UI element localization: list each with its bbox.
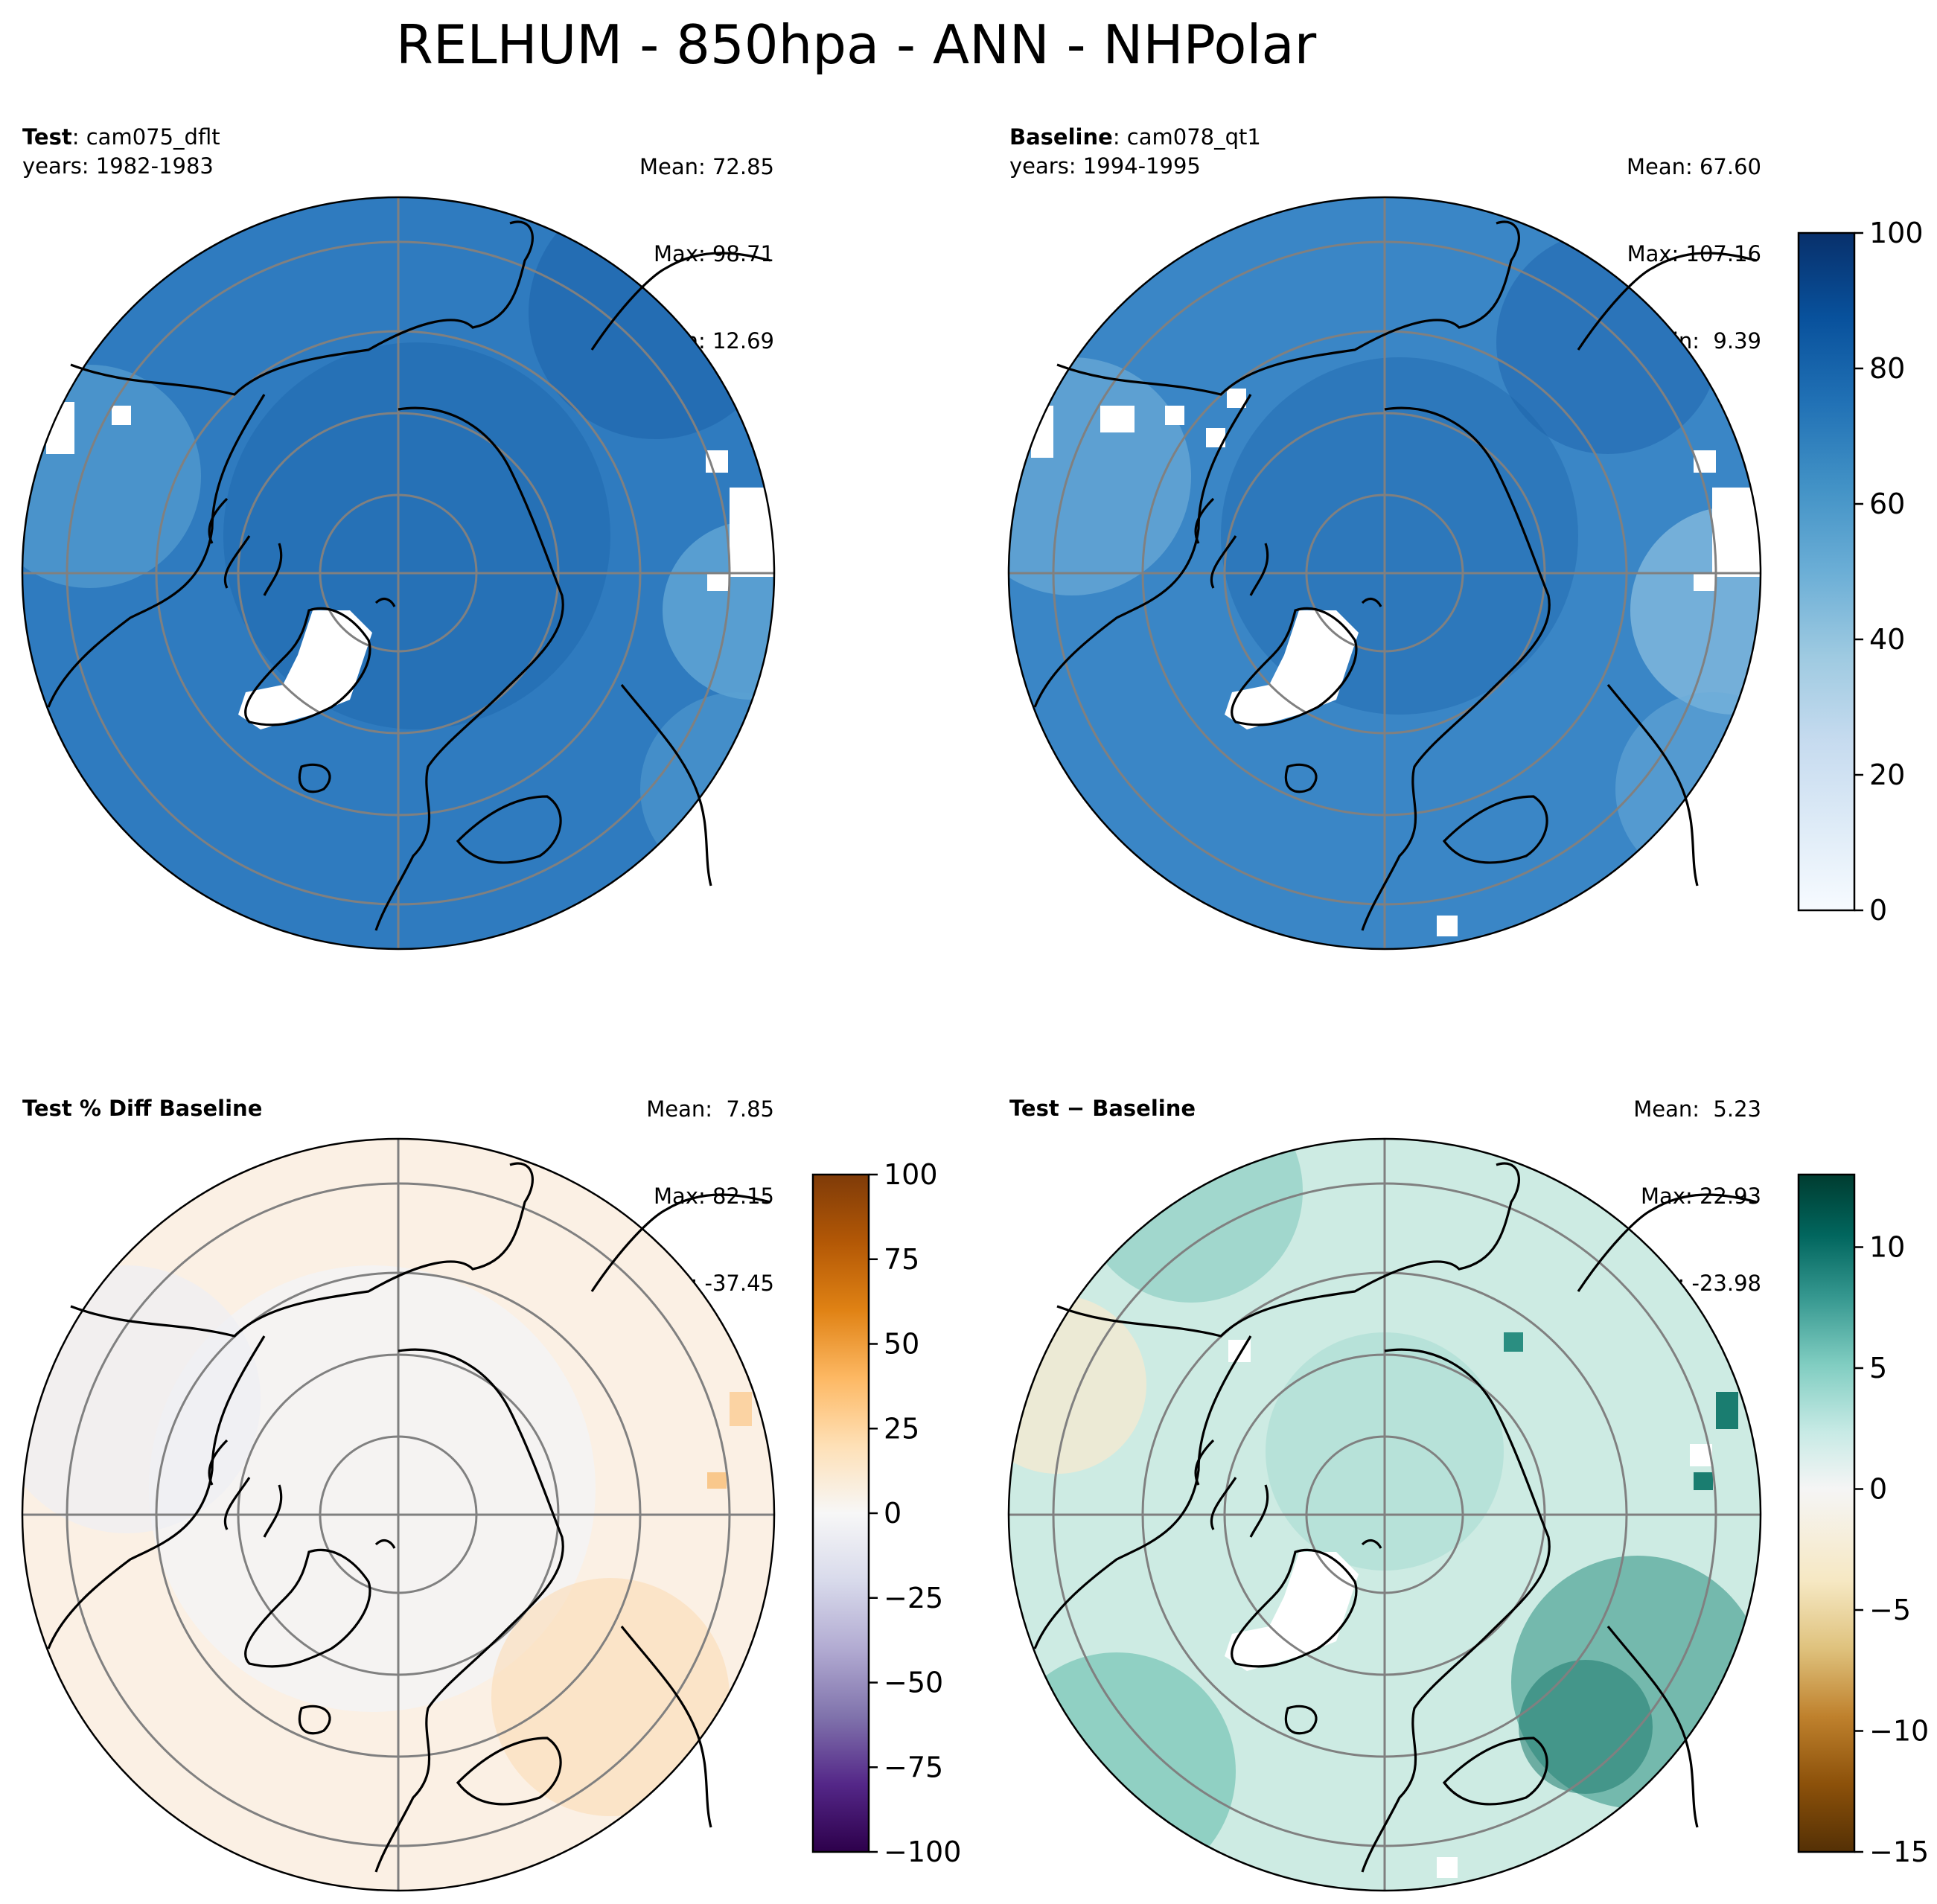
- figure-title: RELHUM - 850hpa - ANN - NHPolar: [395, 13, 1317, 76]
- diff-map: [1007, 1137, 1762, 1892]
- diff-graticule: [1009, 1139, 1761, 1891]
- colorbar-pctdiff-tick-label: 100: [884, 1158, 938, 1191]
- colorbar-main-tick-label: 40: [1869, 623, 1905, 656]
- colorbar-main-tick-label: 100: [1869, 217, 1924, 249]
- colorbar-diff: 10 5 0 −5 −10 −15: [1797, 1173, 1929, 1868]
- pctdiff-graticule: [22, 1139, 774, 1891]
- test-header: Test: cam075_dflt years: 1982-1983: [22, 123, 220, 181]
- pctdiff-header: Test % Diff Baseline: [22, 1094, 262, 1123]
- colorbar-main-tick-label: 80: [1869, 352, 1905, 385]
- colorbar-pctdiff-tick-label: −100: [884, 1836, 961, 1868]
- test-label: Test: [22, 124, 72, 150]
- colorbar-main-tick-label: 0: [1869, 894, 1887, 927]
- baseline-mean: Mean: 67.60: [1626, 154, 1761, 179]
- colorbar-diff-tick-label: 10: [1869, 1231, 1905, 1264]
- test-map: [21, 196, 776, 951]
- colorbar-pctdiff-tick-label: −25: [884, 1582, 943, 1614]
- baseline-label: Baseline: [1009, 124, 1113, 150]
- baseline-case-name: : cam078_qt1: [1112, 124, 1261, 150]
- colorbar-pctdiff-tick-label: 50: [884, 1328, 919, 1361]
- diff-mean: Mean: 5.23: [1633, 1096, 1761, 1122]
- colorbar-diff-tick-label: −10: [1869, 1715, 1929, 1748]
- diff-map-border: [1007, 1137, 1762, 1892]
- test-map-border: [21, 196, 776, 951]
- diff-stats: Mean: 5.23 Max: 22.93 Min: -23.98: [1523, 1037, 1761, 1327]
- colorbar-main: 100 80 60 40 20 0: [1797, 217, 1924, 927]
- test-case-name: : cam075_dflt: [71, 124, 220, 150]
- colorbar-pctdiff-tick-label: 0: [884, 1497, 902, 1530]
- colorbar-pctdiff-tick-label: −75: [884, 1751, 943, 1783]
- test-years: years: 1982-1983: [22, 153, 214, 179]
- colorbar-diff-tick-label: −15: [1869, 1836, 1929, 1868]
- baseline-graticule: [1009, 197, 1761, 949]
- test-graticule: [22, 197, 774, 949]
- pctdiff-mean: Mean: 7.85: [646, 1096, 774, 1122]
- colorbar-diff-tick-label: 0: [1869, 1473, 1887, 1506]
- colorbar-diff-tick-label: 5: [1869, 1352, 1887, 1384]
- colorbar-pctdiff-tick-label: −50: [884, 1667, 943, 1699]
- diff-header: Test − Baseline: [1009, 1094, 1196, 1123]
- baseline-map-border: [1007, 196, 1762, 951]
- pctdiff-map-border: [21, 1137, 776, 1892]
- diff-max: Max: 22.93: [1641, 1183, 1761, 1209]
- colorbar-pctdiff-tick-label: 25: [884, 1412, 919, 1445]
- colorbar-diff-tick-label: −5: [1869, 1594, 1911, 1626]
- colorbar-pctdiff-tick-label: 75: [884, 1243, 919, 1276]
- diff-label: Test − Baseline: [1009, 1096, 1196, 1121]
- colorbar-main-tick-label: 60: [1869, 488, 1905, 520]
- baseline-map: [1007, 196, 1762, 951]
- pctdiff-map: [21, 1137, 776, 1892]
- baseline-years: years: 1994-1995: [1009, 153, 1201, 179]
- pctdiff-label: Test % Diff Baseline: [22, 1096, 263, 1121]
- colorbar-pctdiff: 100 75 50 25 0 −25 −50 −75 −100: [811, 1158, 961, 1868]
- baseline-header: Baseline: cam078_qt1 years: 1994-1995: [1009, 123, 1261, 181]
- test-mean: Mean: 72.85: [639, 154, 774, 179]
- colorbar-main-tick-label: 20: [1869, 758, 1905, 791]
